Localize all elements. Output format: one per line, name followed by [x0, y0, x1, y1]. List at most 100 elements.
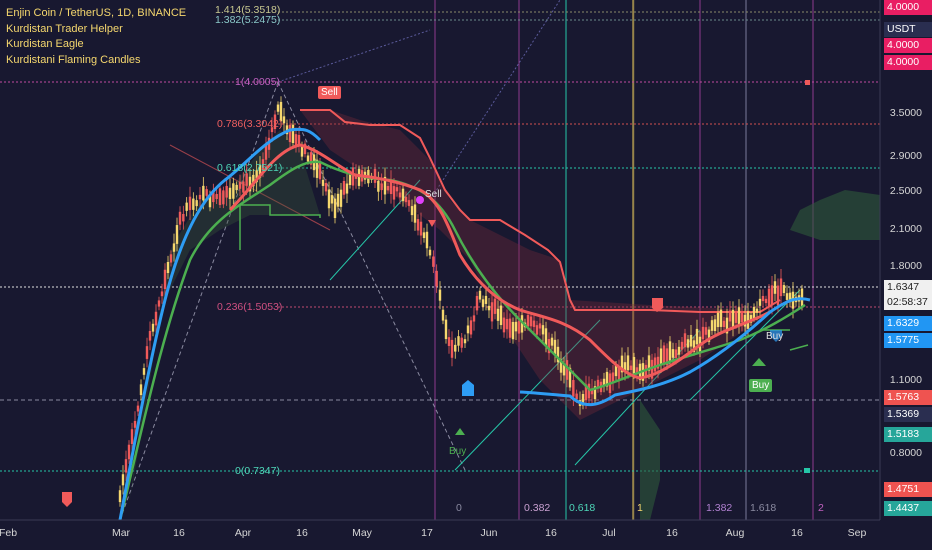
candle-body — [258, 164, 262, 178]
candle-body — [776, 285, 780, 306]
candle-body — [444, 319, 448, 340]
candle-body — [614, 365, 618, 377]
candle-body — [511, 321, 515, 340]
candle-body — [653, 357, 657, 372]
fib-label-1414: 1.414(5.3518) — [215, 4, 281, 16]
candle-body — [707, 329, 711, 342]
candle-body — [124, 459, 128, 473]
candle-body — [270, 127, 274, 133]
candle-body — [300, 145, 304, 157]
candle-body — [255, 170, 258, 183]
candle-body — [333, 198, 337, 219]
fib-time-lines — [434, 0, 814, 520]
candle-body — [541, 325, 545, 335]
candle-body — [665, 348, 669, 366]
buy-signal-label-2: Buy — [749, 379, 773, 392]
candle-body — [526, 315, 530, 327]
candle-body — [761, 295, 765, 302]
candle-body — [225, 185, 228, 198]
fib-time-0: 0 — [456, 502, 462, 514]
chart-legend: Enjin Coin / TetherUS, 1D, BINANCE Kurdi… — [6, 6, 186, 68]
candle-body — [422, 232, 426, 239]
time-label-mar-16: 16 — [173, 527, 185, 539]
candle-body — [493, 298, 497, 314]
candle-body — [188, 196, 192, 211]
price-tag-4-c: 4.0000 — [884, 55, 932, 70]
indicator-eagle[interactable]: Kurdistan Eagle — [6, 38, 84, 50]
indicator-flaming-candles[interactable]: Kurdistani Flaming Candles — [6, 53, 141, 66]
candle-body — [407, 200, 411, 206]
candle-body — [559, 359, 563, 373]
candle-body — [710, 320, 714, 331]
candle-body — [457, 336, 460, 346]
candle-body — [148, 330, 152, 341]
time-label-jun-16: 16 — [545, 527, 557, 539]
candle-body — [737, 307, 741, 326]
buy-signal-label: Buy — [449, 446, 467, 457]
candle-body — [719, 309, 723, 327]
candle-body — [644, 364, 648, 378]
symbol-title[interactable]: Enjin Coin / TetherUS, 1D, BINANCE — [6, 7, 187, 19]
candle-body — [728, 310, 732, 322]
candle-body — [587, 383, 591, 399]
candle-body — [722, 320, 726, 328]
candle-body — [505, 319, 509, 330]
candle-body — [692, 340, 696, 352]
candle-body — [252, 174, 255, 187]
sell-signal-label: Sell — [318, 86, 341, 99]
fib-label-1382: 1.382(5.2475) — [215, 14, 281, 26]
candle-body — [425, 231, 429, 249]
candle-body — [238, 181, 242, 189]
candle-body — [306, 155, 310, 162]
currency-label[interactable]: USDT — [884, 22, 932, 37]
candle-body — [291, 124, 295, 144]
candle-body — [395, 187, 399, 192]
candle-body — [743, 314, 747, 327]
time-label-aug: Aug — [725, 527, 745, 539]
candle-body — [701, 326, 705, 340]
fib-time-2: 2 — [818, 502, 824, 514]
candle-body — [166, 261, 170, 274]
candle-body — [205, 189, 208, 196]
candle-body — [568, 367, 572, 388]
candle-body — [581, 393, 585, 406]
time-label-apr: Apr — [234, 527, 252, 539]
candle-body — [212, 190, 215, 203]
candle-body — [788, 292, 792, 303]
candle-body — [773, 281, 777, 294]
indicator-trader-helper[interactable]: Kurdistan Trader Helper — [6, 22, 123, 35]
candle-body — [556, 346, 560, 363]
fib-time-0618: 0.618 — [569, 502, 596, 514]
signal-markers — [62, 80, 810, 507]
candle-body — [130, 429, 134, 444]
candle-body — [490, 302, 494, 322]
time-label-aug-16: 16 — [791, 527, 803, 539]
candle-body — [683, 333, 687, 348]
candle-body — [228, 187, 232, 199]
candle-body — [749, 315, 753, 323]
candle-body — [731, 309, 735, 328]
candle-body — [339, 189, 343, 207]
candle-body — [659, 348, 663, 365]
candle-body — [478, 290, 482, 300]
candle-body — [348, 173, 352, 186]
candle-body — [535, 325, 539, 335]
price-tag-blue-1: 1.6329 — [884, 316, 932, 331]
price-tag-red-2: 1.4751 — [884, 482, 932, 497]
candle-body — [785, 293, 789, 300]
candle-body — [590, 388, 594, 395]
candle-body — [605, 371, 609, 387]
price-label-1100: 1.1000 — [889, 374, 922, 386]
ma-green — [118, 160, 806, 521]
candle-body — [218, 188, 222, 205]
candle-body — [562, 365, 566, 376]
fib-time-1382: 1.382 — [706, 502, 733, 514]
candle-body — [623, 362, 627, 371]
candle-body — [248, 176, 252, 192]
candle-body — [195, 200, 198, 207]
ma-red — [228, 143, 771, 380]
candle-body — [671, 349, 675, 358]
candle-body — [632, 357, 636, 375]
candle-body — [133, 420, 137, 428]
